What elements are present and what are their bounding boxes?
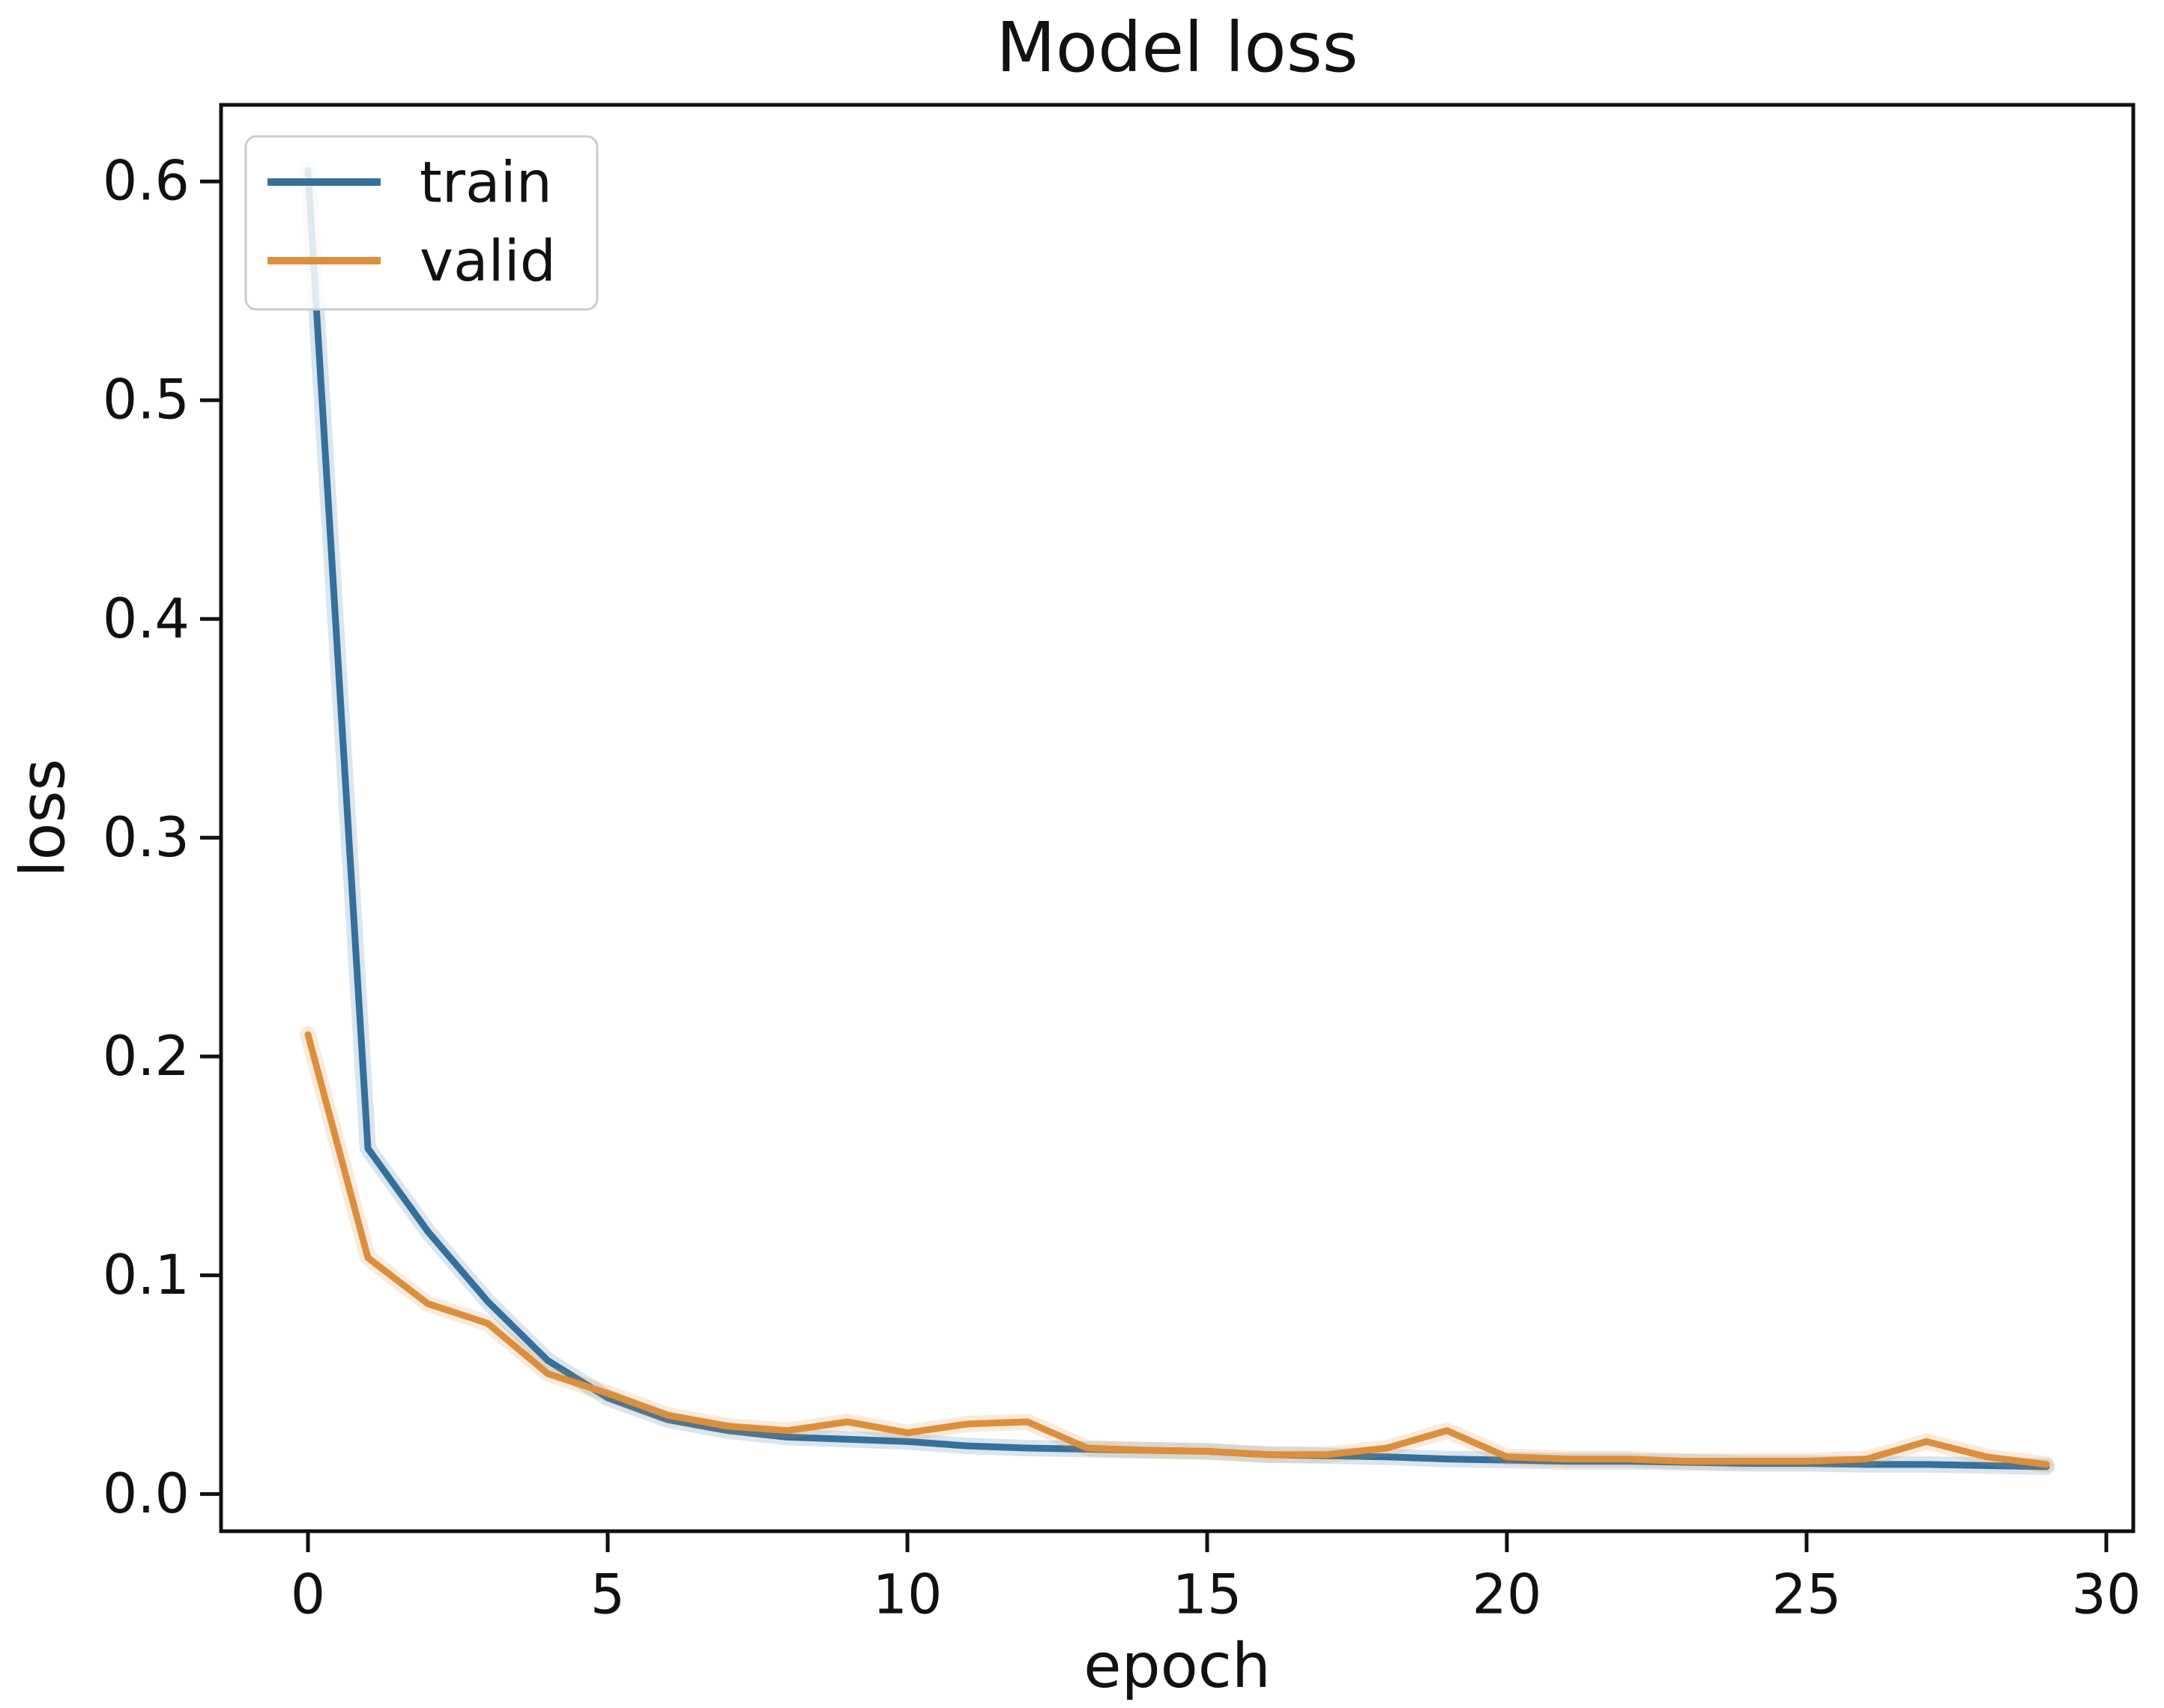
y-tick-label: 0.0 [103,1462,190,1526]
legend: train valid [244,135,599,311]
y-tick-label: 0.5 [103,369,190,432]
x-tick-label: 20 [1472,1563,1542,1627]
y-tick-label: 0.3 [103,806,190,870]
legend-valid-label: valid [420,228,556,294]
train-line [304,167,2050,1471]
x-tick-label: 10 [873,1563,943,1627]
y-axis-label: loss [8,759,79,877]
y-tick-label: 0.6 [103,150,190,214]
axes-spines [219,103,2136,1533]
y-tick-label: 0.2 [103,1025,190,1088]
x-tick-label: 5 [590,1563,625,1627]
chart-title: Model loss [996,7,1358,88]
x-tick-label: 30 [2072,1563,2142,1627]
valid-line [304,1031,2050,1468]
y-tick-label: 0.4 [103,587,190,651]
legend-train-label: train [420,149,552,216]
x-axis-label: epoch [1083,1631,1271,1702]
x-tick-label: 25 [1772,1563,1842,1627]
legend-entry-valid: valid [268,228,556,294]
plot-area: 0 5 10 15 20 25 30 0.0 0.1 0.2 0.3 0.4 0.5 0.6 [103,103,2142,1627]
x-tick-label: 15 [1173,1563,1242,1627]
y-tick-label: 0.1 [103,1244,190,1307]
valid-line-halo [300,1026,2055,1473]
train-line-halo [300,162,2055,1475]
x-tick-label: 0 [291,1563,325,1627]
legend-entry-train: train [268,149,552,216]
